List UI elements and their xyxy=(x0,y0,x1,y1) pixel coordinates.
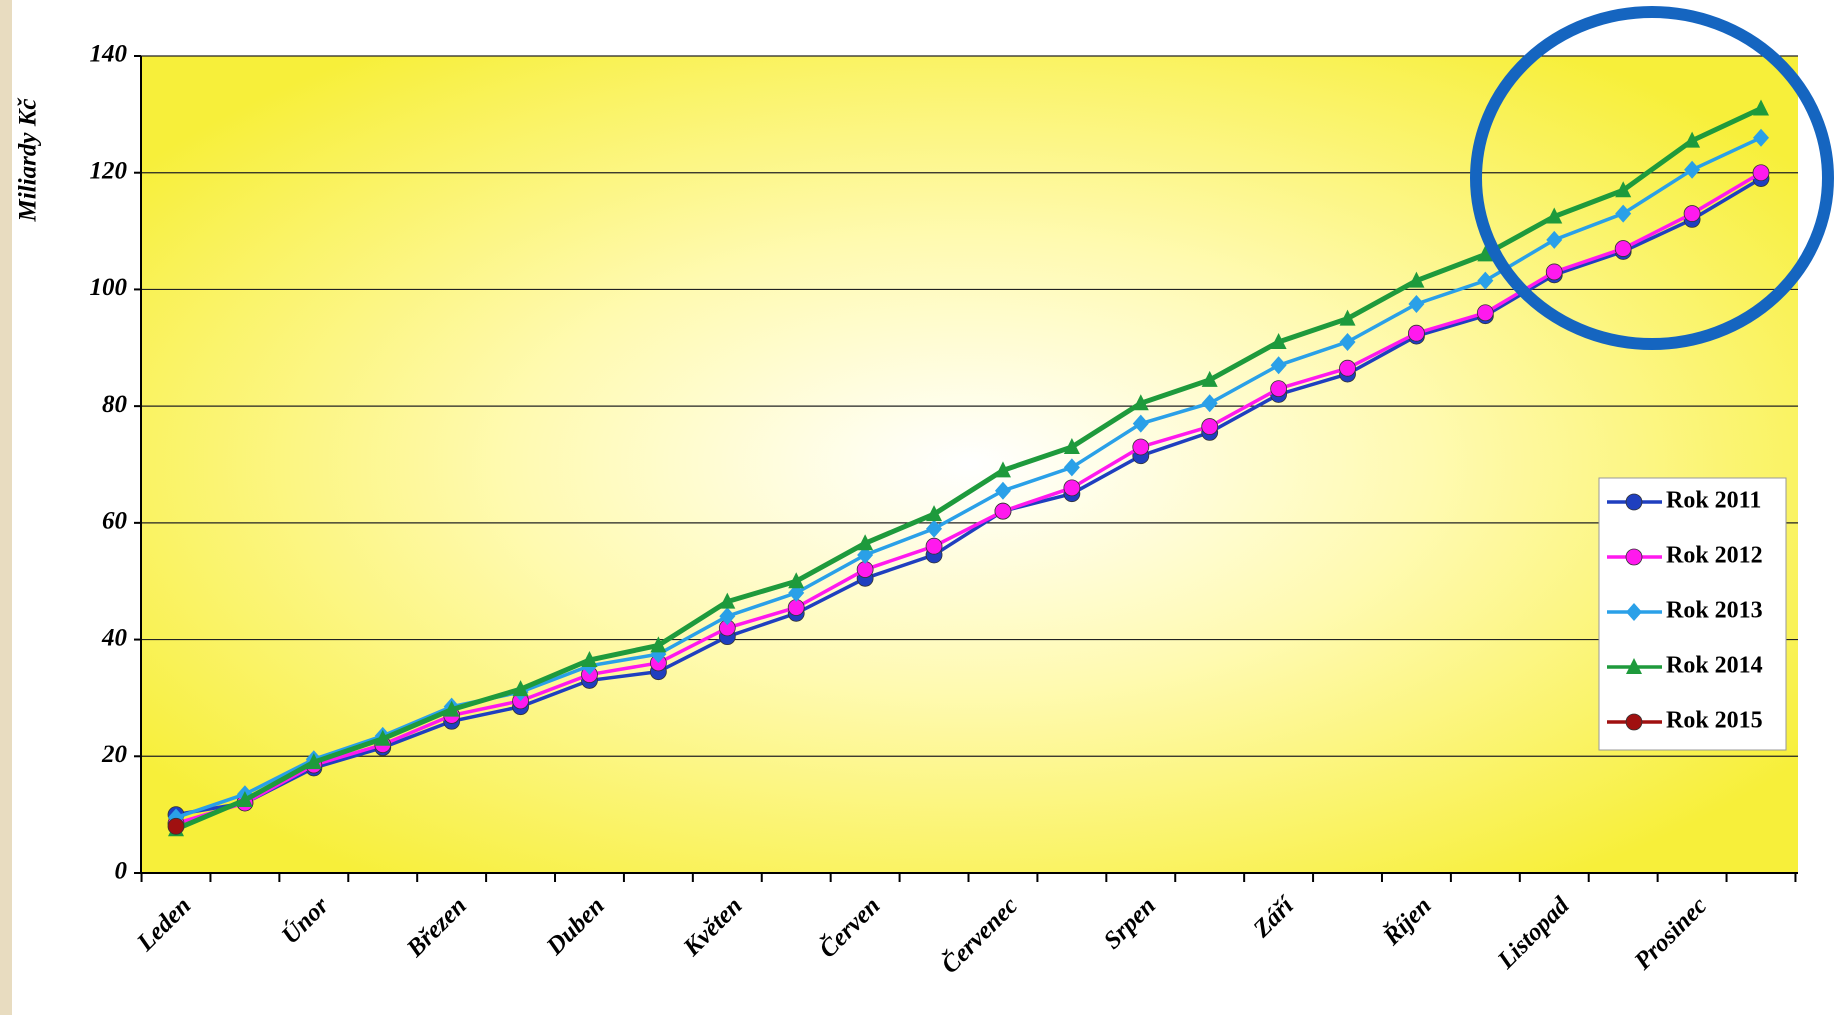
data-point xyxy=(512,680,529,697)
legend-label: Rok 2014 xyxy=(1666,653,1763,679)
data-point xyxy=(1270,332,1287,349)
data-point xyxy=(1201,418,1219,435)
data-point xyxy=(994,461,1011,478)
highlight-ellipse xyxy=(1470,6,1834,350)
data-point xyxy=(925,537,943,555)
legend-marker xyxy=(1626,658,1642,674)
data-point xyxy=(1063,479,1081,497)
data-point xyxy=(1546,230,1563,249)
legend-label: Rok 2012 xyxy=(1666,543,1763,569)
data-point xyxy=(1753,99,1769,116)
x-tick-label: Říjen xyxy=(1377,891,1437,951)
data-point xyxy=(1614,240,1632,257)
data-point xyxy=(1063,458,1080,477)
data-point xyxy=(1408,324,1425,342)
data-point xyxy=(581,650,598,667)
data-point xyxy=(1615,181,1632,198)
legend-marker xyxy=(1625,493,1643,511)
legend-marker xyxy=(1626,603,1642,621)
x-tick-label: Únor xyxy=(276,891,334,949)
y-tick-label: 40 xyxy=(101,624,128,651)
series-line xyxy=(175,136,1762,820)
x-tick-label: Prosinec xyxy=(1629,892,1713,976)
y-tick-label: 120 xyxy=(90,157,128,184)
data-point xyxy=(1684,160,1701,179)
data-point xyxy=(1545,263,1563,281)
data-point xyxy=(1132,438,1150,456)
data-point xyxy=(788,583,805,602)
data-point xyxy=(236,791,253,808)
y-tick-label: 0 xyxy=(115,858,128,885)
data-point xyxy=(1546,207,1563,224)
x-tick-label: Květen xyxy=(678,892,748,962)
data-point xyxy=(1201,394,1218,413)
data-point xyxy=(926,519,943,538)
data-point xyxy=(1270,356,1287,375)
data-point xyxy=(1339,332,1356,351)
x-tick-label: Září xyxy=(1248,891,1301,944)
data-point xyxy=(1270,380,1288,398)
data-point xyxy=(1476,304,1494,322)
data-point xyxy=(994,481,1011,500)
data-point xyxy=(167,817,185,835)
series-line xyxy=(175,177,1762,817)
data-point xyxy=(1477,245,1494,262)
x-tick-label: Leden xyxy=(131,892,196,957)
legend-label: Rok 2015 xyxy=(1666,708,1763,734)
y-tick-label: 20 xyxy=(101,741,128,768)
data-point xyxy=(1132,394,1149,411)
data-point xyxy=(994,502,1012,520)
data-point xyxy=(719,592,736,609)
data-point xyxy=(1339,309,1356,326)
x-tick-label: Srpen xyxy=(1099,892,1161,954)
data-point xyxy=(305,753,322,770)
data-point xyxy=(1752,164,1770,182)
series-line xyxy=(175,171,1762,826)
y-tick-label: 60 xyxy=(102,508,128,535)
x-tick-label: Červenec xyxy=(935,891,1023,979)
data-point xyxy=(1132,414,1149,433)
x-tick-label: Březen xyxy=(401,892,472,963)
data-point xyxy=(1339,359,1356,377)
data-point xyxy=(1063,437,1080,454)
y-axis-label: Miliardy Kč xyxy=(15,98,42,223)
legend-marker xyxy=(1625,548,1643,566)
data-point xyxy=(650,636,667,653)
data-point xyxy=(1683,205,1701,222)
data-point xyxy=(1477,271,1494,290)
data-point xyxy=(857,545,874,564)
data-point xyxy=(857,534,874,551)
side-strip xyxy=(0,0,12,1015)
legend-marker xyxy=(1625,713,1643,731)
data-point xyxy=(1408,295,1425,314)
data-point xyxy=(926,505,943,522)
data-point xyxy=(443,700,460,717)
data-point xyxy=(1615,204,1632,223)
y-tick-label: 140 xyxy=(90,41,128,68)
data-point xyxy=(374,729,391,746)
y-tick-label: 80 xyxy=(102,391,128,418)
x-tick-label: Duben xyxy=(541,892,610,961)
x-tick-label: Listopad xyxy=(1492,892,1575,975)
data-point xyxy=(1684,131,1701,148)
plot-area xyxy=(141,56,1798,873)
legend-label: Rok 2011 xyxy=(1666,488,1761,514)
data-point xyxy=(1753,128,1769,147)
legend-label: Rok 2013 xyxy=(1666,598,1763,624)
data-point xyxy=(719,607,736,626)
x-tick-label: Červen xyxy=(813,891,886,964)
data-point xyxy=(788,572,805,589)
y-tick-label: 100 xyxy=(90,274,128,301)
data-point xyxy=(1201,370,1218,387)
data-point xyxy=(1408,271,1425,288)
